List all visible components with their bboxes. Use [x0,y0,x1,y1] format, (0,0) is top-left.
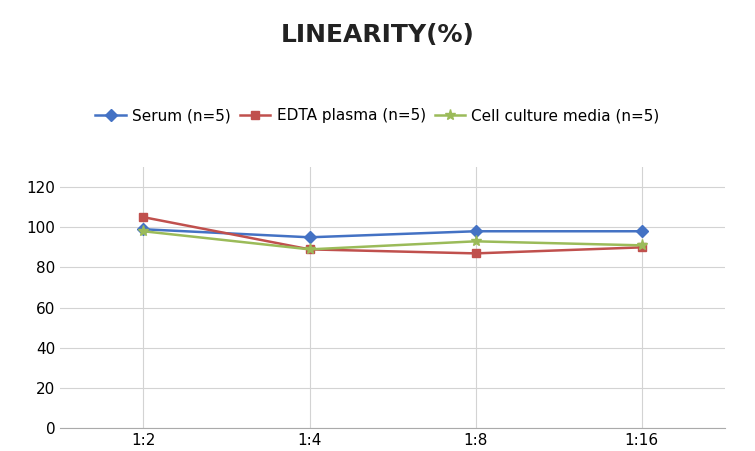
Line: Serum (n=5): Serum (n=5) [139,225,646,241]
Cell culture media (n=5) [471,239,480,244]
EDTA plasma (n=5) [305,247,314,252]
Serum (n=5) [637,229,646,234]
Serum (n=5) [305,235,314,240]
Text: LINEARITY(%): LINEARITY(%) [281,23,474,46]
Cell culture media (n=5) [637,243,646,248]
EDTA plasma (n=5) [637,244,646,250]
Serum (n=5) [471,229,480,234]
EDTA plasma (n=5) [139,215,148,220]
Line: EDTA plasma (n=5): EDTA plasma (n=5) [139,213,646,258]
Line: Cell culture media (n=5): Cell culture media (n=5) [138,226,647,255]
Legend: Serum (n=5), EDTA plasma (n=5), Cell culture media (n=5): Serum (n=5), EDTA plasma (n=5), Cell cul… [89,102,666,129]
Cell culture media (n=5) [305,247,314,252]
Cell culture media (n=5) [139,229,148,234]
Serum (n=5) [139,226,148,232]
EDTA plasma (n=5) [471,251,480,256]
